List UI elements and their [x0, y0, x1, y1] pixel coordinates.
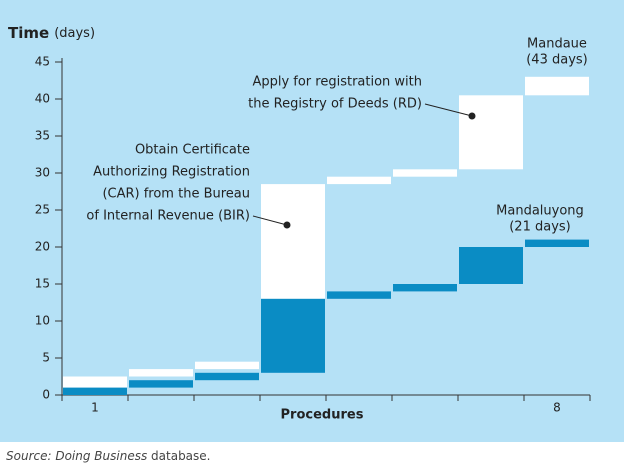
step-bar [195, 361, 259, 370]
chart-title: Time (days) [8, 24, 95, 42]
y-tick-label: 0 [42, 388, 50, 402]
x-tick-label: 8 [553, 401, 561, 415]
step-bar [525, 239, 589, 247]
source-prefix: Source: [6, 449, 55, 463]
x-tick-label: 1 [91, 401, 99, 415]
step-bar [393, 284, 457, 292]
annotation: of Internal Revenue (BIR) [86, 209, 250, 224]
series-total: (21 days) [509, 220, 571, 235]
source: Source: Doing Business database. [6, 449, 210, 463]
step-bar [63, 387, 127, 395]
step-bar [459, 247, 523, 284]
leader-line [252, 215, 288, 226]
y-tick-label: 15 [35, 277, 50, 291]
source-italic: Doing Business [55, 449, 147, 463]
y-tick-label: 25 [35, 203, 50, 217]
step-bar [459, 95, 523, 170]
annotation: (CAR) from the Bureau [102, 187, 250, 202]
leader-dot [283, 221, 291, 229]
y-tick-label: 40 [35, 92, 50, 106]
title-text: Time [8, 24, 49, 42]
step-bar [129, 380, 193, 388]
step-bar [525, 76, 589, 96]
annotation: Obtain Certificate [135, 143, 250, 158]
y-tick-label: 35 [35, 129, 50, 143]
leader-dot [468, 112, 476, 120]
annotation: the Registry of Deeds (RD) [248, 97, 422, 112]
y-tick-label: 20 [35, 240, 50, 254]
series-label: Mandaue [527, 37, 587, 52]
x-axis-label: Procedures [281, 408, 364, 423]
step-bar [195, 372, 259, 381]
step-bar [327, 176, 391, 185]
step-bar [129, 369, 193, 377]
series-total: (43 days) [526, 53, 588, 68]
y-tick-label: 5 [42, 351, 50, 365]
step-bar [327, 291, 391, 299]
annotation: Authorizing Registration [93, 165, 250, 180]
series-label: Mandaluyong [496, 204, 584, 219]
annotation: Apply for registration with [252, 75, 422, 90]
step-bar [393, 169, 457, 177]
step-bar [261, 298, 325, 373]
source-suffix: database. [147, 449, 210, 463]
leader-line [424, 103, 473, 117]
y-tick-label: 30 [35, 166, 50, 180]
title-unit: (days) [54, 26, 95, 41]
y-tick-label: 10 [35, 314, 50, 328]
y-tick-label: 45 [35, 55, 50, 69]
